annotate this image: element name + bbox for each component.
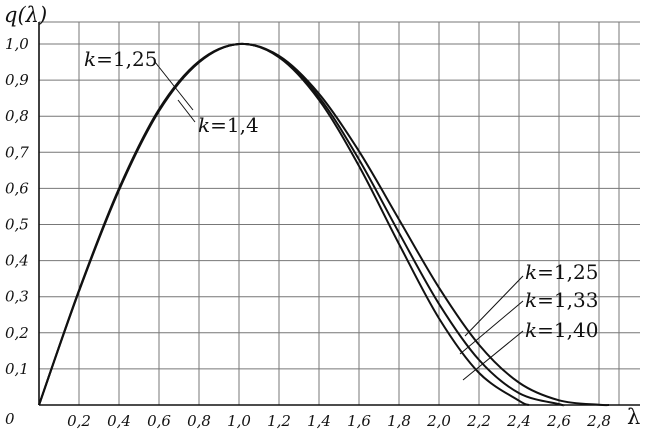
tick-labels: 0,2 0,4 0,6 0,8 1,0 1,2 1,4 1,6 1,8 2,0 2,2 2,4 2,6 2… [5,35,611,430]
y-tick-label: 0,1 [5,360,29,378]
x-tick-label: 0,6 [147,412,171,430]
x-tick-label: 2,2 [466,412,491,430]
x-tick-label: 2,6 [546,412,571,430]
x-tick-label: 1,4 [307,412,331,430]
origin-label: 0 [5,410,15,428]
annotation-right-k125: k=1,25 [525,260,598,284]
x-tick-label: 0,4 [107,412,131,430]
y-tick-label: 1,0 [5,35,29,53]
annotation-top-k14: k=1,4 [198,113,259,137]
x-tick-label: 1,6 [347,412,371,430]
x-tick-label: 1,2 [267,412,291,430]
y-tick-label: 0,3 [5,288,29,306]
y-tick-label: 0,2 [5,324,29,342]
curves [38,42,610,407]
leader-line-right-140 [462,330,524,381]
x-tick-label: 2,4 [506,412,531,430]
annotation-right-k133: k=1,33 [525,288,598,312]
leader-line-right-133 [459,300,524,355]
y-tick-label: 0,6 [5,179,29,197]
leader-line-right-125 [464,275,524,337]
y-tick-label: 0,7 [5,143,29,161]
y-tick-label: 0,4 [5,252,29,270]
x-tick-label: 2,0 [426,412,451,430]
y-tick-label: 0,8 [5,107,29,125]
x-tick-label: 1,8 [387,412,411,430]
leader-line-top-14 [177,99,196,123]
annotation-top-k125: k=1,25 [84,47,157,71]
axes [38,22,640,406]
x-axis-label: λ [627,405,640,429]
y-tick-label: 0,5 [5,216,29,234]
x-tick-label: 0,8 [187,412,211,430]
x-tick-label: 1,0 [227,412,251,430]
x-tick-label: 0,2 [67,412,91,430]
series-line-3 [38,42,530,406]
annotation-right-k140: k=1,40 [525,318,598,342]
x-tick-label: 2,8 [586,412,611,430]
leader-line-top-125 [154,61,194,111]
y-tick-label: 0,9 [5,71,29,89]
annotations: k=1,25 k=1,4 k=1,25 k=1,33 k=1,40 [84,47,598,381]
grid [39,21,640,405]
y-axis-label: q(λ) [4,3,47,27]
